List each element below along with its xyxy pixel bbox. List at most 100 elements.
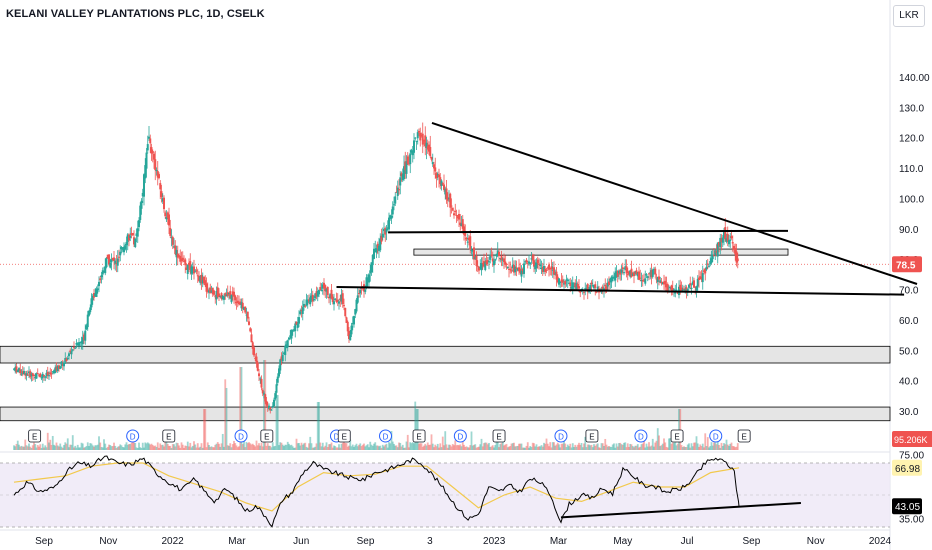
volume-bar — [598, 447, 600, 450]
dividend-marker[interactable] — [126, 429, 140, 443]
volume-bar — [366, 444, 369, 450]
volume-bar — [89, 443, 92, 450]
volume-bar — [358, 444, 360, 450]
volume-bar — [559, 447, 562, 450]
volume-bar — [565, 447, 568, 450]
dividend-marker[interactable] — [709, 429, 723, 443]
candle-body — [685, 287, 688, 292]
volume-bar — [468, 447, 470, 450]
earnings-marker[interactable] — [162, 429, 176, 443]
candle-body — [184, 259, 187, 266]
rsi-tick-label: 75.00 — [899, 451, 924, 462]
candle-body — [73, 346, 75, 348]
earnings-marker[interactable] — [670, 429, 684, 443]
candle-body — [259, 378, 262, 380]
earnings-marker[interactable] — [412, 429, 426, 443]
candle-body — [399, 177, 402, 186]
volume-bar — [15, 443, 18, 450]
volume-bar — [685, 447, 688, 450]
candle-body — [655, 278, 658, 280]
volume-bar — [724, 444, 727, 450]
dividend-marker[interactable] — [453, 429, 467, 443]
dividend-marker[interactable] — [379, 429, 393, 443]
earnings-marker[interactable] — [28, 429, 42, 443]
price-tick-label: 120.0 — [899, 134, 924, 145]
volume-bar — [109, 445, 112, 450]
volume-bar — [258, 443, 260, 450]
support-zone-low[interactable] — [0, 406, 891, 422]
volume-bar — [645, 443, 648, 450]
candle-body — [734, 248, 737, 255]
candle-body — [550, 266, 553, 270]
volume-bar — [578, 442, 580, 450]
volume-bar — [290, 444, 293, 450]
support-zone-mid[interactable] — [0, 345, 891, 364]
candle-body — [324, 285, 327, 292]
candle-body — [568, 282, 570, 284]
volume-bar — [179, 447, 182, 450]
earnings-marker[interactable] — [492, 429, 506, 443]
earnings-marker[interactable] — [337, 429, 351, 443]
volume-bar — [510, 443, 513, 450]
candle-body — [181, 257, 184, 261]
resistance-zone-small[interactable] — [413, 248, 789, 256]
volume-bar — [446, 447, 449, 450]
candle-body — [630, 268, 633, 277]
volume-bar — [684, 447, 687, 450]
volume-bar — [696, 443, 699, 450]
earnings-marker[interactable] — [260, 429, 274, 443]
volume-bar — [443, 445, 445, 450]
volume-bar — [123, 447, 125, 450]
volume-bar — [454, 440, 457, 450]
earnings-marker[interactable] — [585, 429, 599, 443]
candle-body — [101, 270, 104, 275]
volume-bar — [116, 446, 119, 450]
descending-trendline[interactable] — [431, 122, 918, 285]
currency-button[interactable]: LKR — [893, 5, 925, 27]
volume-bar — [236, 447, 239, 450]
candle-body — [605, 286, 608, 291]
candle-body — [561, 279, 564, 283]
volume-bar — [664, 442, 667, 450]
candle-body — [164, 212, 167, 217]
volume-bar — [398, 442, 400, 450]
candle-body — [246, 311, 249, 319]
candle-body — [629, 270, 632, 277]
candle-body — [304, 305, 307, 307]
volume-bar — [326, 447, 329, 450]
candle-body — [485, 260, 488, 265]
volume-bar — [484, 442, 487, 450]
rsi-support-trendline[interactable] — [560, 502, 801, 519]
candle-body — [191, 268, 194, 270]
volume-bar — [433, 447, 435, 450]
volume-bar — [99, 442, 102, 450]
volume-bar — [430, 434, 433, 450]
earnings-marker[interactable] — [737, 429, 751, 443]
volume-bar — [334, 446, 337, 450]
candle-body — [511, 264, 514, 269]
volume-bar — [60, 446, 63, 450]
candle-body — [523, 263, 525, 274]
dividend-marker[interactable] — [234, 429, 248, 443]
resistance-line[interactable] — [388, 229, 789, 234]
volume-bar — [294, 447, 297, 450]
candle-body — [524, 261, 527, 263]
candle-body — [364, 289, 367, 292]
candle-body — [719, 237, 722, 248]
lower-trendline[interactable] — [336, 286, 905, 296]
volume-bar — [338, 444, 340, 450]
volume-bar — [74, 445, 77, 450]
volume-bar — [499, 444, 502, 450]
volume-bar — [441, 436, 444, 450]
volume-bar — [659, 446, 662, 450]
candle-body — [716, 242, 719, 257]
dividend-marker[interactable] — [554, 429, 568, 443]
candle-body — [61, 364, 64, 366]
dividend-marker[interactable] — [634, 429, 648, 443]
volume-bar — [361, 444, 364, 450]
volume-bar — [346, 446, 349, 450]
candle-body — [296, 323, 299, 328]
volume-bar — [493, 447, 495, 450]
volume-bar — [73, 447, 75, 450]
